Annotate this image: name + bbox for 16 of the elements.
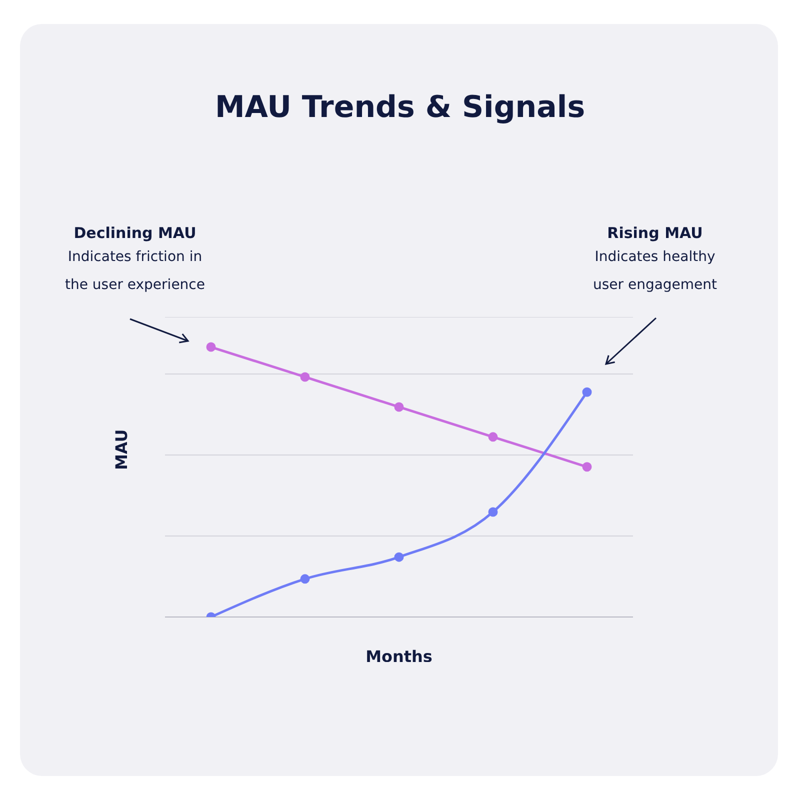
chart-title: MAU Trends & Signals: [214, 90, 586, 125]
point: [300, 574, 310, 584]
point: [582, 387, 592, 397]
point: [300, 372, 310, 382]
point: [488, 507, 498, 517]
point: [394, 402, 404, 412]
text: Declining MAU: [72, 224, 198, 242]
point: [488, 432, 498, 442]
text: Indicates healthy user engagement: [592, 248, 718, 295]
text: Rising MAU: [606, 224, 704, 242]
point: [582, 462, 592, 472]
x-axis-title: Months: [366, 647, 432, 666]
point: [206, 342, 216, 352]
y-axis-title: MAU: [112, 429, 131, 470]
text: Indicates friction in the user experience: [64, 248, 206, 295]
point: [394, 552, 404, 562]
